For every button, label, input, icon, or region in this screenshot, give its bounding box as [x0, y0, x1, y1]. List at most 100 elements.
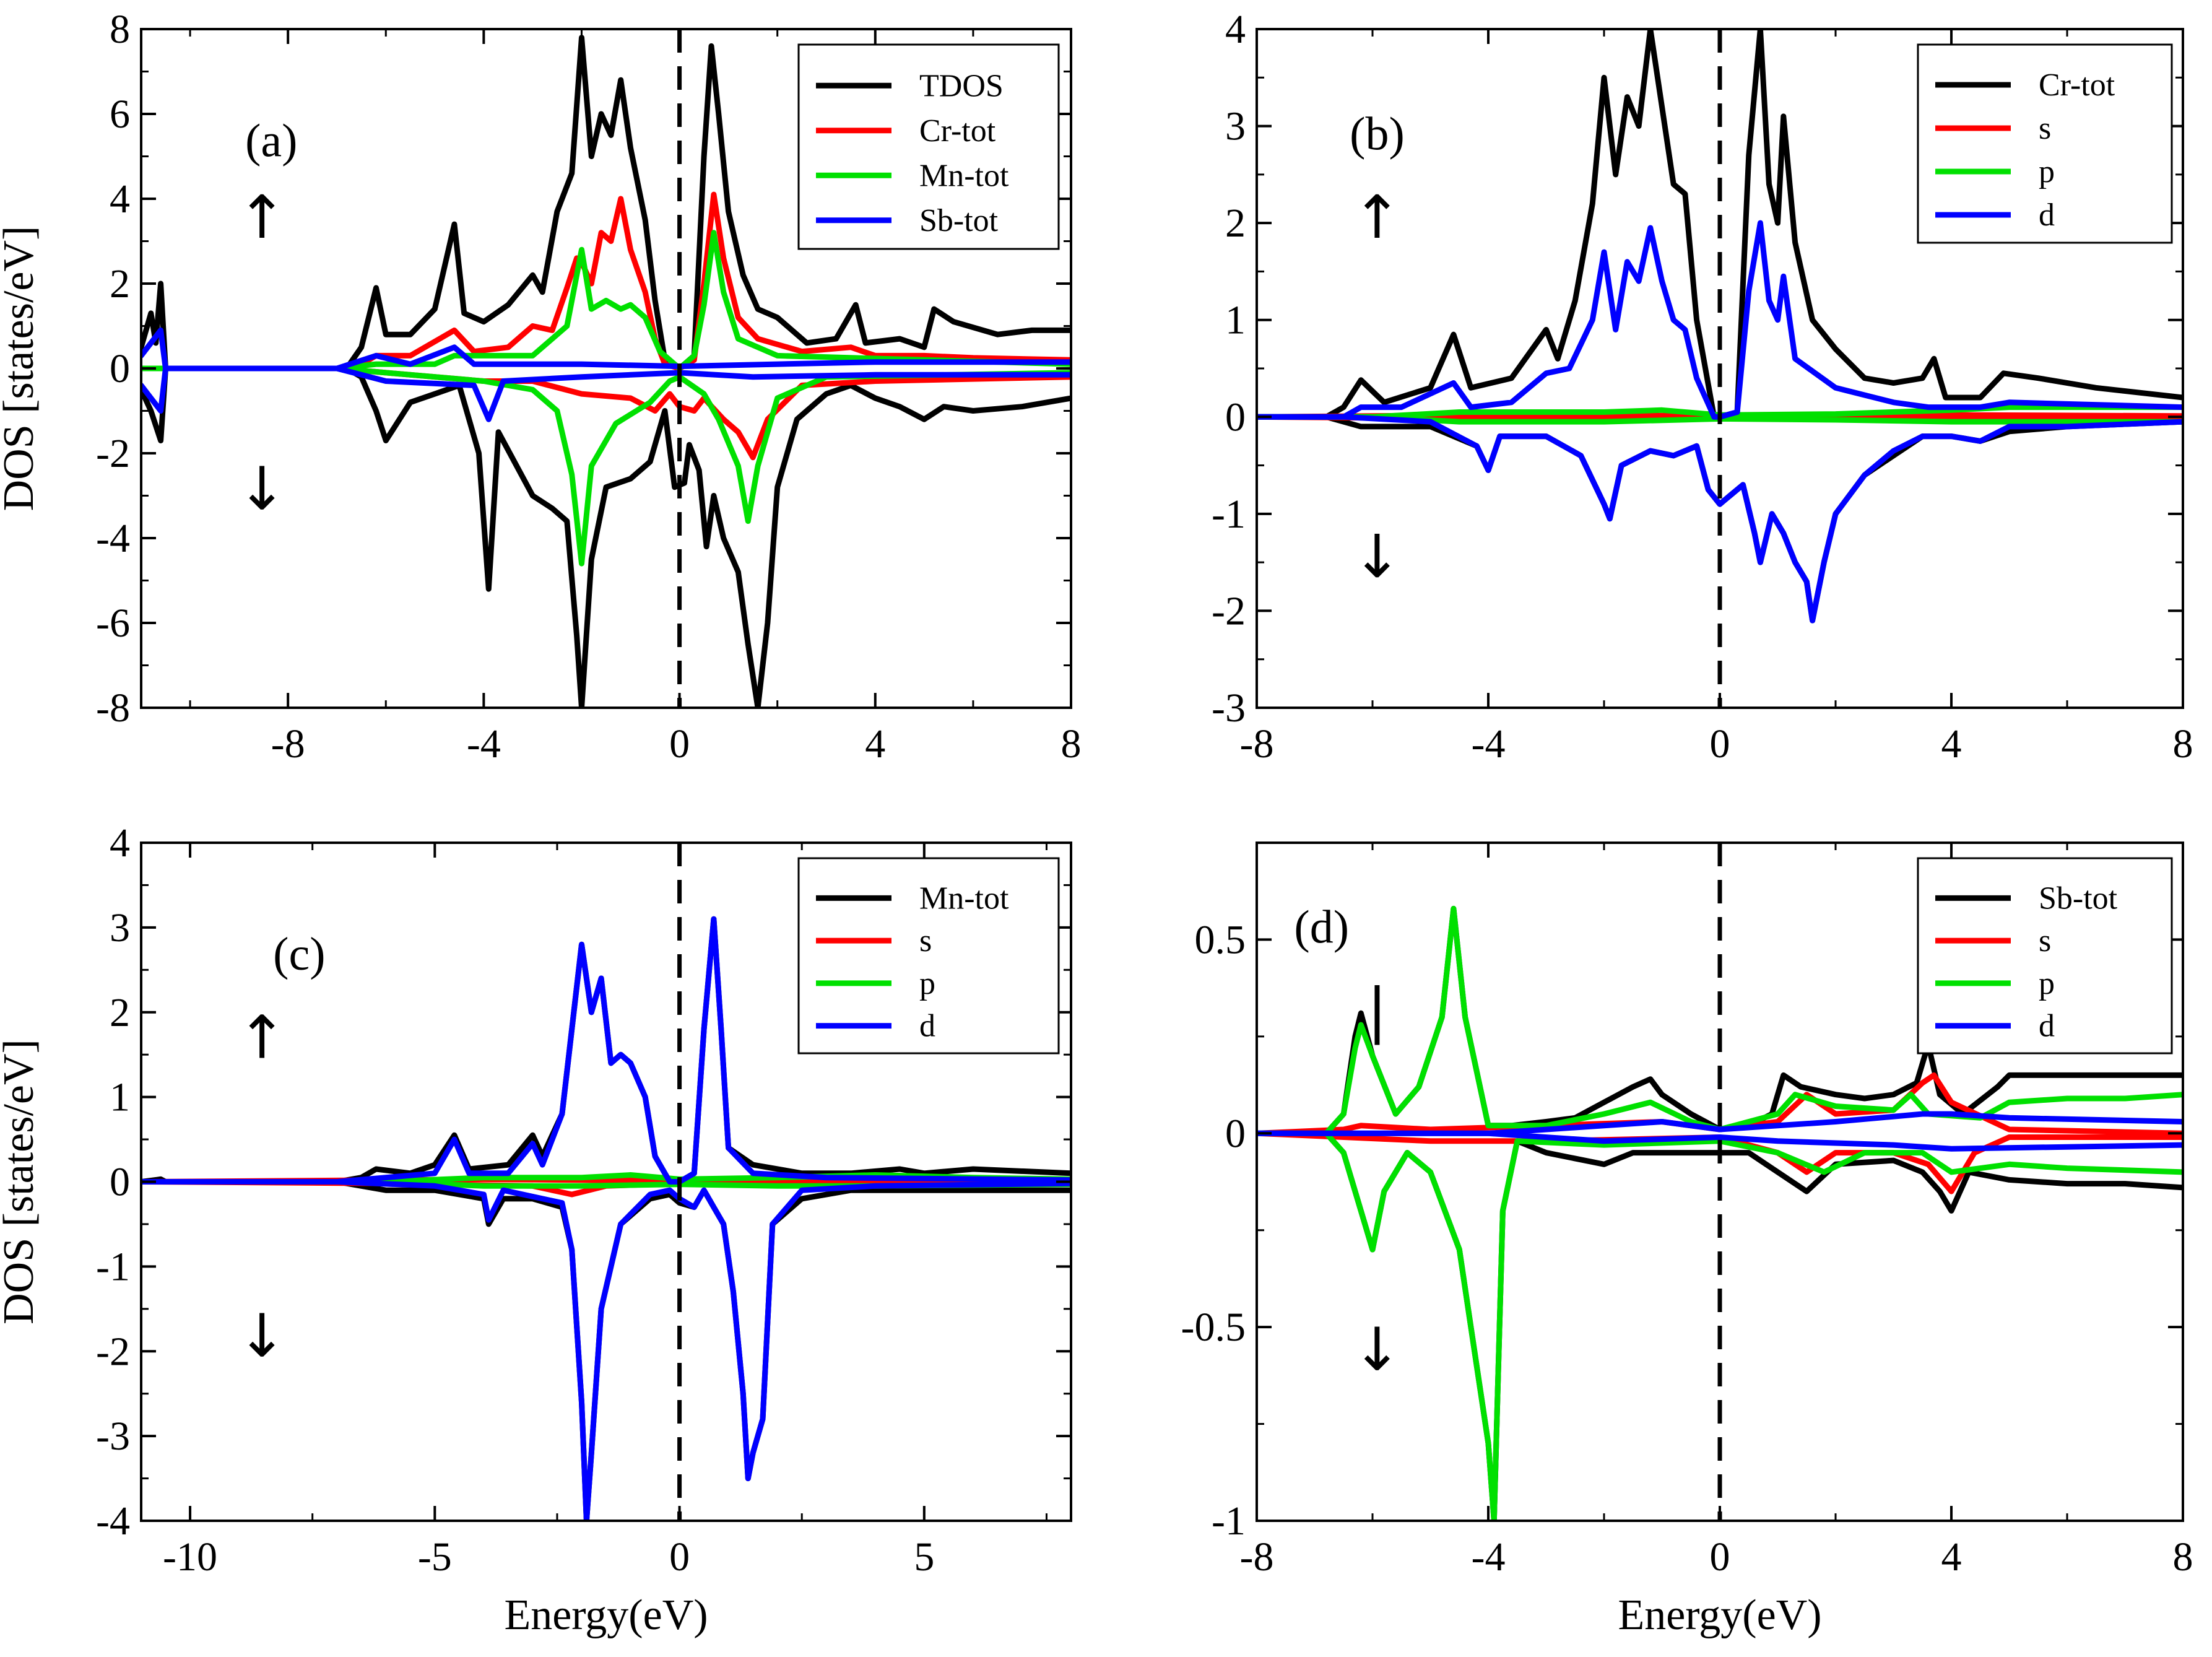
legend-label: d	[2039, 198, 2055, 233]
x-tick-label: 0	[669, 721, 690, 767]
y-tick-label: 1	[110, 1075, 130, 1120]
x-axis-title: Energy(eV)	[1618, 1591, 1821, 1639]
x-tick-label: 0	[1710, 1534, 1730, 1580]
plot-area-d	[1257, 905, 2183, 1521]
x-tick-label: -4	[1472, 721, 1506, 767]
spin-down-arrow-icon: ↓	[237, 1301, 287, 1370]
x-tick-label: 4	[1941, 1534, 1962, 1580]
y-tick-label: 4	[110, 176, 130, 222]
plot-area-a	[141, 35, 1071, 708]
y-tick-label: -0.5	[1181, 1305, 1246, 1350]
legend-box	[1917, 857, 2173, 1055]
y-tick-label: 8	[110, 7, 130, 52]
legend-label: p	[919, 966, 935, 1001]
panel-label: (d)	[1294, 901, 1349, 953]
panel-label: (b)	[1350, 108, 1405, 160]
legend-label: p	[2039, 154, 2055, 189]
y-tick-label: 0	[110, 346, 130, 391]
y-tick-label: -4	[96, 1498, 130, 1544]
legend-label: s	[2039, 111, 2051, 146]
x-tick-label: -10	[163, 1534, 217, 1580]
panel-label: (a)	[245, 115, 297, 167]
series-d-up-line	[141, 916, 1071, 1185]
y-tick-label: -2	[96, 1329, 130, 1374]
y-tick-label: -3	[96, 1414, 130, 1459]
series-d-up-line	[1257, 220, 2183, 420]
series-mn-tot-up-line	[141, 230, 1071, 372]
series-s-down-line	[1257, 1130, 2183, 1194]
legend-label: Cr-tot	[919, 113, 996, 149]
y-tick-label: 3	[110, 905, 130, 950]
y-tick-label: -3	[1212, 685, 1246, 731]
y-tick-label: 0	[110, 1160, 130, 1205]
legend-label: Sb-tot	[2039, 881, 2118, 916]
y-tick-label: -6	[96, 601, 130, 646]
legend: Cr-tot spd	[1917, 43, 2173, 244]
spin-down-arrow-icon: ↓	[237, 454, 287, 523]
x-tick-label: 8	[2173, 1534, 2193, 1580]
x-tick-label: 4	[865, 721, 885, 767]
y-tick-label: 0	[1225, 394, 1246, 440]
y-tick-label: 2	[1225, 201, 1246, 246]
y-tick-label: -1	[1212, 492, 1246, 537]
series-tdos-up-line	[141, 35, 1071, 372]
y-tick-label: -1	[1212, 1498, 1246, 1544]
y-tick-label: 1	[1225, 298, 1246, 343]
y-tick-label: 4	[110, 820, 130, 866]
x-tick-label: 8	[1061, 721, 1082, 767]
y-tick-label: -8	[96, 685, 130, 731]
x-axis-title: Energy(eV)	[504, 1591, 708, 1639]
legend-label: Sb-tot	[919, 203, 999, 238]
spin-up-arrow-icon: ↑	[237, 1003, 287, 1072]
y-tick-label: -2	[96, 431, 130, 476]
y-tick-label: 6	[110, 92, 130, 137]
legend-box	[797, 43, 1060, 250]
y-axis-title: DOS [states/eV]	[0, 226, 43, 511]
x-tick-label: 8	[2173, 721, 2193, 767]
y-tick-label: 2	[110, 990, 130, 1035]
series-cr-tot-up-line	[1257, 29, 2183, 420]
y-tick-label: 2	[110, 261, 130, 307]
legend-label: TDOS	[919, 68, 1004, 103]
y-tick-label: -2	[1212, 588, 1246, 633]
legend: TDOS Cr-tot Mn-tot Sb-tot	[797, 43, 1060, 250]
legend-box	[797, 857, 1060, 1055]
y-tick-label: 0.5	[1195, 917, 1246, 962]
legend: Sb-tot spd	[1917, 857, 2173, 1055]
y-axis-title: DOS [states/eV]	[0, 1039, 43, 1324]
x-tick-label: 5	[914, 1534, 934, 1580]
panel-a: -8 -4 0 4 8 -8 -6 -4 -2 0 2 4 6 8 DOS [states/eV] (a) ↑ ↓…	[0, 7, 1082, 767]
x-tick-label: -4	[467, 721, 501, 767]
legend-label: Mn-tot	[919, 881, 1009, 916]
legend-label: s	[2039, 923, 2051, 959]
legend-label: p	[2039, 966, 2055, 1001]
x-tick-label: 4	[1941, 721, 1962, 767]
spin-up-arrow-icon: |	[1367, 976, 1387, 1046]
series-d-down-line	[1257, 414, 2183, 624]
panel-label: (c)	[273, 928, 325, 980]
y-tick-label: 4	[1225, 7, 1246, 52]
legend-label: Mn-tot	[919, 158, 1009, 193]
spin-down-arrow-icon: ↓	[1352, 522, 1402, 591]
legend-label: s	[919, 923, 932, 959]
spin-down-arrow-icon: ↓	[1352, 1315, 1402, 1384]
y-tick-label: 3	[1225, 104, 1246, 149]
series-cr-tot-up-line	[141, 191, 1071, 372]
y-tick-label: -1	[96, 1244, 130, 1289]
panel-d: -8 -4 0 4 8 -1 -0.5 0 0.5 Energy(eV) (d) | ↓ Sb-tot sp…	[1181, 842, 2193, 1639]
x-tick-label: 0	[1710, 721, 1730, 767]
legend-label: Cr-tot	[2039, 67, 2115, 103]
legend: Mn-tot spd	[797, 857, 1060, 1055]
panel-b: -8 -4 0 4 8 -3 -2 -1 0 1 2 3 4 (b) ↑ ↓ Cr-tot spd	[1212, 7, 2193, 767]
series-s-up-line	[1257, 1072, 2183, 1136]
legend-label: d	[919, 1009, 935, 1044]
series-sb-tot-up-line	[141, 327, 1071, 372]
series-tdos-down-line	[141, 365, 1071, 708]
y-tick-label: 0	[1225, 1111, 1246, 1156]
series-p-down-line	[1257, 1130, 2183, 1521]
legend-label: d	[2039, 1009, 2055, 1044]
x-tick-label: 0	[669, 1534, 690, 1580]
legend-box	[1917, 43, 2173, 244]
